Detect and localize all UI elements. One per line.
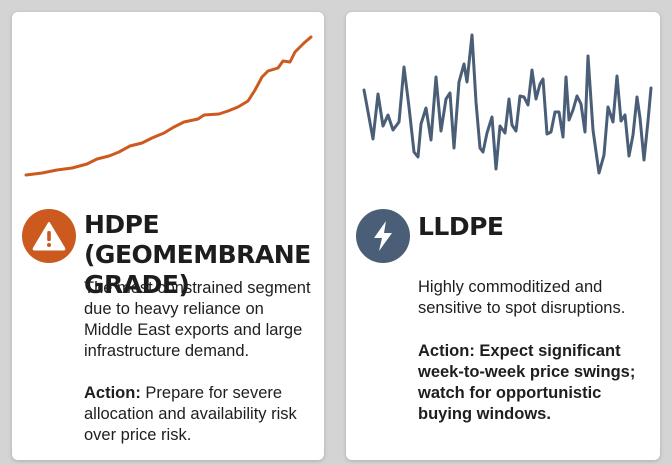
action-text: Expect significant week-to-week price sw…	[418, 342, 636, 423]
warning-icon	[22, 209, 76, 263]
lightning-bolt-icon	[356, 209, 410, 263]
lldpe-card: LLDPE Highly commoditized and sensitive …	[346, 12, 660, 460]
hdpe-trend-polyline	[24, 35, 313, 177]
card-description: Highly commoditized and sensitive to spo…	[418, 278, 626, 317]
hdpe-price-trend-line	[24, 35, 313, 177]
card-title: HDPE (GEOMEMBRANE GRADE)	[84, 210, 311, 299]
action-text: Prepare for severe allocation and availa…	[84, 384, 297, 444]
card-action: Action: Expect significant week-to-week …	[418, 341, 650, 425]
action-label: Action:	[418, 342, 475, 360]
hdpe-card: HDPE (GEOMEMBRANE GRADE) The most constr…	[12, 12, 324, 460]
card-action: Action: Prepare for severe allocation an…	[84, 383, 316, 446]
lldpe-volatility-polyline	[362, 33, 653, 175]
card-title: LLDPE	[418, 212, 504, 241]
card-description: The most constrained segment due to heav…	[84, 279, 311, 360]
lldpe-price-volatility-line	[362, 33, 653, 175]
action-label: Action:	[84, 384, 141, 402]
